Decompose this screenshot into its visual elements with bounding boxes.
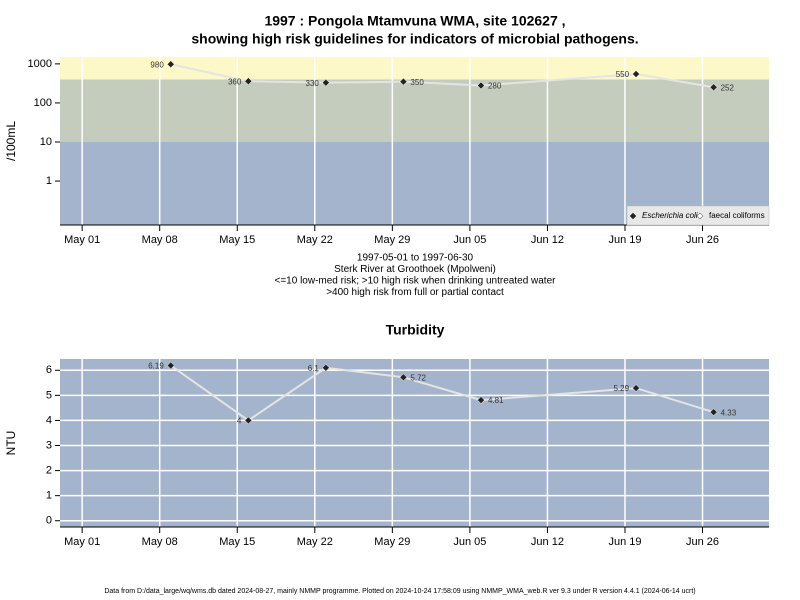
- data-label: 280: [488, 82, 502, 91]
- subtitle: >400 high risk from full or partial cont…: [326, 287, 504, 298]
- y-tick-label: 1000: [28, 58, 52, 70]
- chart-title: 1997 : Pongola Mtamvuna WMA, site 102627…: [264, 13, 565, 29]
- data-point: [244, 416, 253, 425]
- risk-band: [60, 359, 769, 527]
- legend-marker: [696, 212, 704, 220]
- data-label: 360: [228, 77, 242, 86]
- data-label: 4: [237, 417, 242, 426]
- data-point: [477, 81, 485, 90]
- legend-marker: [629, 212, 637, 220]
- x-tick-label: May 22: [297, 536, 333, 548]
- data-point: [166, 60, 175, 69]
- data-point: [709, 83, 718, 92]
- x-tick-label: May 08: [142, 234, 178, 246]
- data-label: 6.19: [148, 362, 164, 371]
- x-tick-label: Jun 12: [531, 234, 564, 246]
- x-tick-label: May 01: [64, 536, 100, 548]
- y-tick-label: 3: [46, 439, 52, 451]
- x-tick-label: Jun 05: [453, 234, 486, 246]
- data-label: 350: [410, 78, 424, 87]
- x-tick-label: Jun 26: [686, 536, 719, 548]
- data-point: [709, 408, 718, 417]
- data-point: [322, 78, 330, 87]
- data-point: [399, 77, 408, 86]
- x-tick-label: May 22: [297, 234, 333, 246]
- y-tick-label: 0: [46, 515, 52, 527]
- y-axis-label: /100mL: [4, 121, 18, 161]
- legend-label: faecal coliforms: [709, 211, 765, 220]
- data-label: 252: [721, 83, 735, 92]
- footer: Data from D:/data_large/wq/wms.db dated …: [104, 588, 695, 595]
- y-tick-label: 6: [46, 364, 52, 376]
- data-point: [632, 384, 640, 392]
- x-tick-label: Jun 19: [608, 536, 641, 548]
- data-label: 5.29: [613, 384, 629, 393]
- x-tick-label: May 15: [219, 234, 255, 246]
- subtitle: 1997-05-01 to 1997-06-30: [357, 253, 474, 264]
- legend-label: Escherichia coli: [642, 211, 698, 220]
- y-tick-label: 5: [46, 389, 52, 401]
- data-label: 5.72: [410, 373, 426, 382]
- data-label: 330: [306, 79, 320, 88]
- y-tick-label: 1: [46, 490, 52, 502]
- x-tick-label: May 15: [219, 536, 255, 548]
- x-tick-label: Jun 12: [531, 536, 564, 548]
- y-tick-label: 100: [34, 97, 52, 109]
- x-tick-label: May 01: [64, 234, 100, 246]
- x-tick-label: May 29: [374, 234, 410, 246]
- x-tick-label: May 29: [374, 536, 410, 548]
- x-tick-label: May 08: [142, 536, 178, 548]
- data-point: [244, 77, 253, 86]
- data-point: [632, 70, 640, 78]
- subtitle: <=10 low-med risk; >10 high risk when dr…: [275, 276, 557, 287]
- x-tick-label: Jun 19: [608, 234, 641, 246]
- chart-title: Turbidity: [386, 322, 445, 338]
- data-point: [399, 373, 408, 382]
- y-tick-label: 1: [46, 175, 52, 187]
- subtitle: Sterk River at Groothoek (Mpolweni): [334, 264, 496, 275]
- chart-title: showing high risk guidelines for indicat…: [191, 31, 638, 47]
- data-label: 550: [616, 70, 630, 79]
- x-tick-label: Jun 05: [453, 536, 486, 548]
- risk-band: [60, 57, 769, 80]
- data-label: 4.81: [488, 396, 504, 405]
- data-label: 6.1: [308, 364, 320, 373]
- data-point: [477, 396, 485, 404]
- risk-band: [60, 79, 769, 142]
- y-tick-label: 10: [40, 136, 52, 148]
- data-point: [166, 361, 175, 370]
- x-tick-label: Jun 26: [686, 234, 719, 246]
- data-label: 4.33: [721, 408, 737, 417]
- data-point: [322, 363, 330, 372]
- y-axis-label: NTU: [4, 431, 18, 456]
- data-label: 980: [150, 60, 164, 69]
- y-tick-label: 2: [46, 464, 52, 476]
- y-tick-label: 4: [46, 414, 52, 426]
